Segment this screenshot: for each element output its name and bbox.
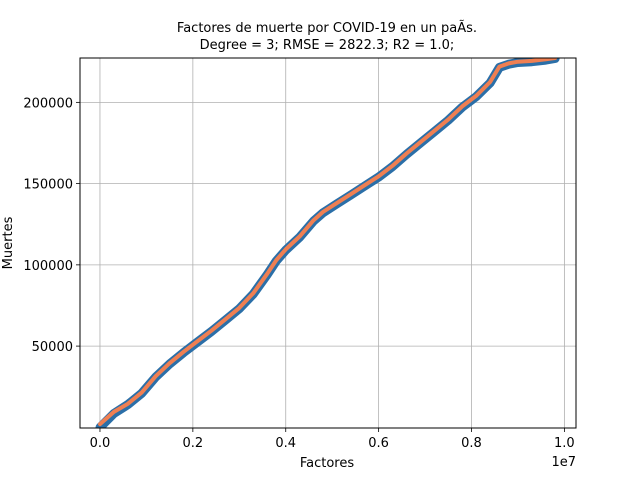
plot-series (95, 58, 560, 428)
y-axis-label: Muertes (1, 216, 16, 269)
plot-frame (79, 57, 577, 429)
x-tick-label: 1.0 (554, 436, 575, 451)
x-axis: 0.0 0.2 0.4 0.6 0.8 1.0 (90, 428, 575, 451)
y-axis: 50000 100000 150000 200000 (23, 96, 80, 355)
y-tick-label: 200000 (23, 96, 73, 111)
y-tick-label: 150000 (23, 178, 73, 193)
x-tick-label: 0.6 (368, 436, 389, 451)
x-offset-label: 1e7 (551, 455, 576, 470)
x-tick-label: 0.0 (90, 436, 111, 451)
x-axis-label: Factores (300, 456, 355, 471)
y-tick-label: 100000 (23, 259, 73, 274)
grid (80, 58, 576, 428)
fit-series-line (98, 58, 558, 427)
data-series-line (95, 58, 560, 428)
x-tick-label: 0.8 (461, 436, 482, 451)
chart-title: Factores de muerte por COVID-19 en un pa… (177, 20, 477, 36)
chart-subtitle: Degree = 3; RMSE = 2822.3; R2 = 1.0; (200, 38, 455, 53)
x-tick-label: 0.4 (275, 436, 296, 451)
x-tick-label: 0.2 (183, 436, 204, 451)
y-tick-label: 50000 (32, 340, 73, 355)
